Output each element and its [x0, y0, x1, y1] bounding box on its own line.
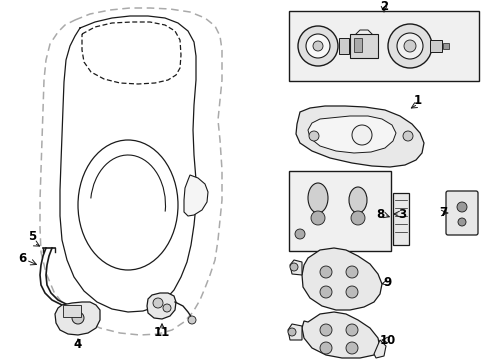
Bar	[338, 38, 348, 54]
FancyBboxPatch shape	[288, 171, 390, 251]
Polygon shape	[287, 324, 302, 340]
Polygon shape	[307, 116, 395, 153]
Circle shape	[310, 211, 325, 225]
Circle shape	[403, 40, 415, 52]
Bar	[349, 34, 377, 58]
Circle shape	[456, 202, 466, 212]
Bar	[429, 40, 441, 52]
Polygon shape	[183, 175, 207, 216]
Text: 9: 9	[383, 276, 391, 289]
Ellipse shape	[348, 187, 366, 213]
Circle shape	[457, 218, 465, 226]
Circle shape	[297, 26, 337, 66]
Text: 11: 11	[154, 327, 170, 339]
FancyBboxPatch shape	[288, 11, 478, 81]
Circle shape	[305, 34, 329, 58]
Text: 1: 1	[413, 94, 421, 107]
Circle shape	[187, 316, 196, 324]
Circle shape	[312, 41, 323, 51]
Text: 4: 4	[74, 338, 82, 351]
Circle shape	[319, 342, 331, 354]
Circle shape	[387, 24, 431, 68]
Circle shape	[319, 324, 331, 336]
Circle shape	[346, 324, 357, 336]
Circle shape	[346, 342, 357, 354]
Circle shape	[350, 211, 364, 225]
Circle shape	[294, 229, 305, 239]
Bar	[63, 305, 81, 317]
Circle shape	[346, 286, 357, 298]
Circle shape	[308, 131, 318, 141]
Circle shape	[402, 131, 412, 141]
Bar	[442, 43, 448, 49]
Polygon shape	[147, 293, 176, 319]
Bar	[392, 193, 408, 245]
Polygon shape	[373, 340, 385, 358]
Bar	[353, 38, 361, 52]
Text: 6: 6	[18, 252, 26, 265]
FancyBboxPatch shape	[445, 191, 477, 235]
Circle shape	[289, 263, 297, 271]
Text: 2: 2	[379, 0, 387, 13]
Circle shape	[153, 298, 163, 308]
Polygon shape	[302, 312, 379, 358]
Text: 10: 10	[379, 333, 395, 346]
Circle shape	[396, 33, 422, 59]
Circle shape	[287, 328, 295, 336]
Ellipse shape	[307, 183, 327, 213]
Text: 7: 7	[438, 206, 446, 219]
Polygon shape	[289, 260, 302, 275]
Circle shape	[319, 286, 331, 298]
Text: 8: 8	[375, 207, 384, 220]
Text: 5: 5	[28, 230, 36, 243]
Circle shape	[351, 125, 371, 145]
Circle shape	[163, 304, 171, 312]
Polygon shape	[295, 106, 423, 167]
Circle shape	[319, 266, 331, 278]
Text: 3: 3	[397, 207, 405, 220]
Polygon shape	[302, 248, 381, 310]
Circle shape	[346, 266, 357, 278]
Polygon shape	[55, 302, 100, 335]
Circle shape	[72, 312, 84, 324]
